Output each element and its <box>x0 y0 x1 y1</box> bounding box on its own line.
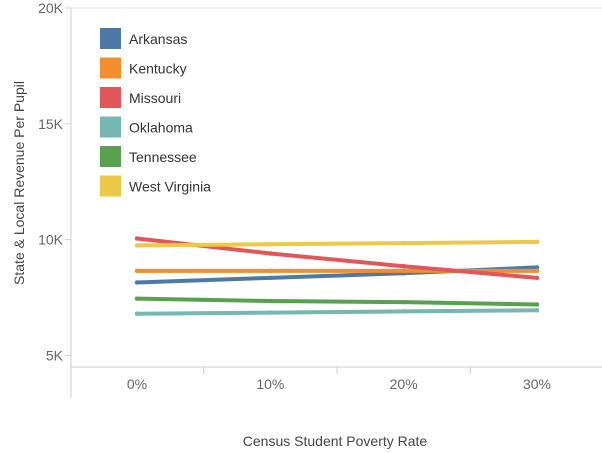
legend-swatch-tennessee <box>100 146 121 167</box>
data-point-tennessee <box>401 299 406 305</box>
series-line-tennessee <box>135 296 539 307</box>
y-axis-title: State & Local Revenue Per Pupil <box>11 81 27 285</box>
data-point-west-virginia <box>534 239 540 245</box>
x-tick-label: 20% <box>390 376 418 392</box>
data-point-tennessee <box>268 298 273 304</box>
x-tick-label: 0% <box>127 376 147 392</box>
x-tick-label: 30% <box>523 376 551 392</box>
data-point-tennessee <box>534 302 540 307</box>
legend-label-tennessee: Tennessee <box>129 149 197 165</box>
legend-swatch-oklahoma <box>100 116 121 138</box>
data-point-tennessee <box>134 296 140 301</box>
data-point-west-virginia <box>134 243 140 248</box>
series-line-oklahoma <box>135 308 539 316</box>
data-point-oklahoma <box>534 308 540 313</box>
legend-label-missouri: Missouri <box>129 90 181 106</box>
legend-swatch-west-virginia <box>100 175 121 197</box>
data-point-oklahoma <box>268 310 273 315</box>
data-point-kentucky <box>401 268 406 274</box>
x-axis-ticks: 0% 10% 20% 30% <box>127 367 551 392</box>
data-point-west-virginia <box>401 240 406 246</box>
y-tick-label: 20K <box>38 0 64 16</box>
data-point-missouri <box>268 251 273 256</box>
series-lines <box>134 236 540 316</box>
data-point-oklahoma <box>134 311 140 316</box>
data-point-missouri <box>134 236 140 241</box>
legend: Arkansas Kentucky Missouri Oklahoma Tennesse… <box>100 28 211 197</box>
data-point-kentucky <box>534 268 540 274</box>
data-point-missouri <box>401 264 406 269</box>
data-point-arkansas <box>134 280 140 285</box>
y-tick-label: 5K <box>46 347 64 363</box>
data-point-missouri <box>534 275 540 281</box>
data-point-arkansas <box>534 265 540 270</box>
x-tick-label: 10% <box>256 376 284 392</box>
data-point-arkansas <box>268 275 273 281</box>
series-line-west-virginia <box>135 239 539 248</box>
y-tick-label: 10K <box>38 232 64 248</box>
x-axis-title: Census Student Poverty Rate <box>243 433 428 449</box>
legend-swatch-kentucky <box>100 57 121 79</box>
legend-swatch-arkansas <box>100 28 121 49</box>
y-axis-ticks: 5K 10K 15K 20K <box>38 0 71 363</box>
legend-label-kentucky: Kentucky <box>129 61 187 77</box>
data-point-west-virginia <box>268 242 273 247</box>
data-point-kentucky <box>268 268 273 274</box>
legend-swatch-missouri <box>100 87 121 108</box>
data-point-oklahoma <box>401 309 406 314</box>
legend-label-west-virginia: West Virginia <box>129 179 211 195</box>
y-tick-label: 15K <box>38 116 64 132</box>
legend-label-oklahoma: Oklahoma <box>129 120 193 136</box>
data-point-kentucky <box>134 268 140 274</box>
legend-label-arkansas: Arkansas <box>129 31 187 47</box>
